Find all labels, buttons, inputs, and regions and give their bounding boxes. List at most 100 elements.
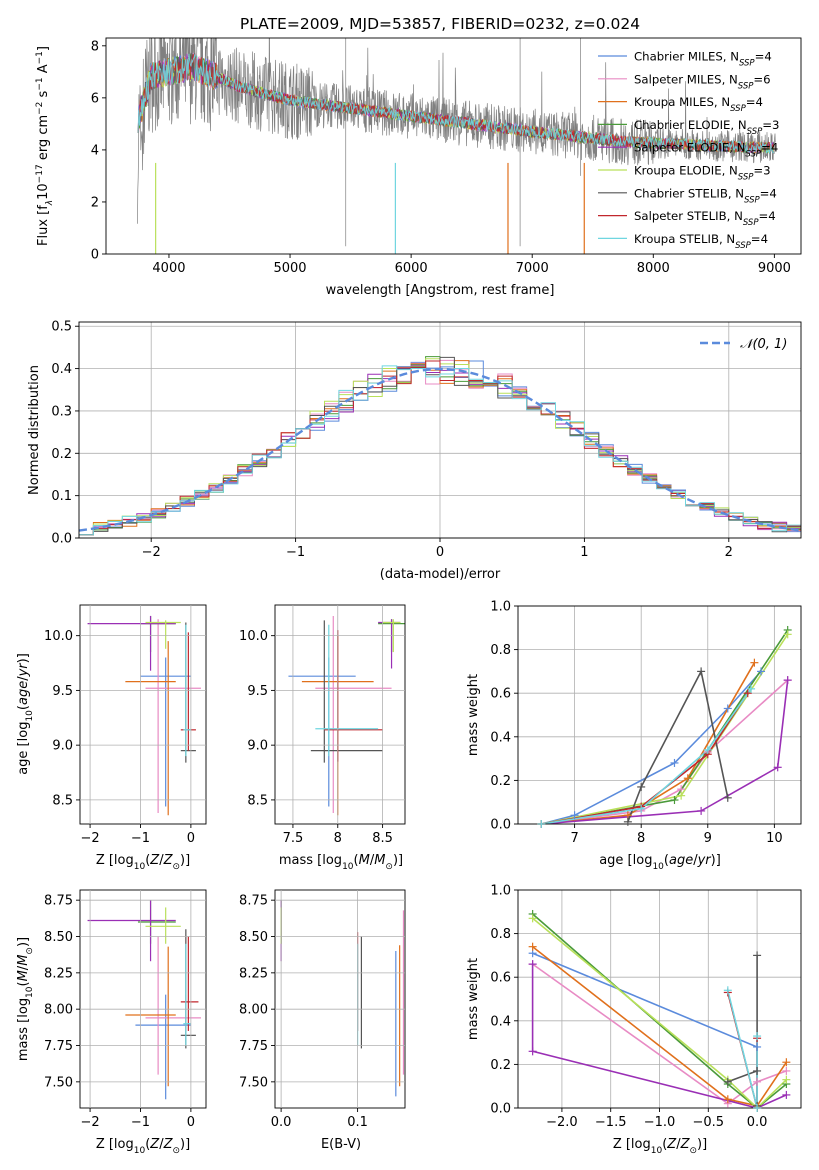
x-tick-label: −1 xyxy=(286,545,305,560)
axes-spectrum: 4000 5000 6000 7000 8000 9000 0 2 4 6 8 wavelength … xyxy=(35,37,802,298)
legend-entry: 𝒩(0, 1) xyxy=(740,337,787,352)
x-tick-label: 7.5 xyxy=(283,831,304,846)
y-tick-label: 0.3 xyxy=(51,404,72,419)
legend-entry: Chabrier STELIB, NSSP=4 xyxy=(634,186,777,205)
legend-entry: Kroupa STELIB, NSSP=4 xyxy=(634,232,768,251)
y-tick-label: 7.75 xyxy=(239,1039,268,1054)
x-tick-label: 10 xyxy=(766,831,783,846)
axes-frame xyxy=(79,889,207,1109)
x-tick-label: 8000 xyxy=(637,261,670,276)
y-tick-label: 8.50 xyxy=(239,930,268,945)
y-tick-label: 8.25 xyxy=(239,966,268,981)
x-tick-label: 6000 xyxy=(395,261,428,276)
x-axis-label: mass [log10(M/M⊙)] xyxy=(279,853,403,872)
y-tick-label: 7.50 xyxy=(239,1075,268,1090)
y-tick-label: 8.00 xyxy=(44,1003,73,1018)
plot-area xyxy=(87,900,201,1100)
legend-entry: Salpeter ELODIE, NSSP=4 xyxy=(634,141,778,160)
plot-area xyxy=(280,900,405,1097)
y-tick-label: 8.75 xyxy=(44,894,73,909)
axes-mass_vs_ebv: 0.0 0.1 7.50 7.75 8.00 8.25 8.50 8.75 E(B-V) xyxy=(239,889,406,1152)
y-tick-label: 8.5 xyxy=(247,793,268,808)
legend-entry: Kroupa ELODIE, NSSP=3 xyxy=(634,164,771,183)
x-tick-label: 1 xyxy=(580,545,588,560)
y-tick-label: 10.0 xyxy=(239,629,268,644)
y-tick-label: 9.0 xyxy=(52,739,73,754)
axes-mass_vs_z: −2 −1 0 7.50 7.75 8.00 8.25 8.50 8.75 Z [log10(Z/… xyxy=(16,889,207,1156)
y-tick-label: 0.4 xyxy=(51,362,72,377)
y-tick-label: 8.00 xyxy=(239,1003,268,1018)
y-tick-label: 2 xyxy=(91,195,99,210)
x-axis-label: (data-model)/error xyxy=(380,567,501,582)
y-tick-label: 0.4 xyxy=(490,730,511,745)
y-tick-label: 9.5 xyxy=(247,684,268,699)
y-tick-label: 0.2 xyxy=(490,774,511,789)
x-tick-label: 0 xyxy=(436,545,444,560)
weight-line xyxy=(532,946,788,1107)
weight-line xyxy=(541,662,756,824)
y-axis-label: mass [log10(M/M⊙)] xyxy=(16,937,35,1061)
x-tick-label: −2.0 xyxy=(546,1115,578,1130)
y-tick-label: 7.75 xyxy=(44,1039,73,1054)
y-axis-label: mass weight xyxy=(466,674,481,756)
x-tick-label: −2 xyxy=(80,831,99,846)
y-tick-label: 8.75 xyxy=(239,894,268,909)
axes-age_vs_mass: 7.5 8 8.5 8.5 9.0 9.5 10.0 mass [log10(M/M⊙)] xyxy=(239,604,406,872)
model-spectrum xyxy=(137,53,775,155)
plot-area xyxy=(541,629,789,824)
y-tick-label: 8 xyxy=(91,39,99,54)
axes-frame xyxy=(274,604,406,825)
y-tick-label: 0.2 xyxy=(490,1058,511,1073)
legend-entry: Kroupa MILES, NSSP=4 xyxy=(634,95,763,114)
x-tick-label: −1 xyxy=(131,831,150,846)
legend-entry: Salpeter MILES, NSSP=6 xyxy=(634,72,771,91)
y-tick-label: 0.6 xyxy=(490,971,511,986)
x-tick-label: −0.5 xyxy=(693,1115,725,1130)
axes-frame xyxy=(79,604,207,825)
y-tick-label: 7.50 xyxy=(44,1075,73,1090)
x-tick-label: 9 xyxy=(704,831,712,846)
x-tick-label: 5000 xyxy=(273,261,306,276)
y-tick-label: 9.5 xyxy=(52,684,73,699)
y-axis-label: Normed distribution xyxy=(27,365,42,495)
y-axis-label: mass weight xyxy=(466,958,481,1040)
axes-mass_weight_vs_age: 7 8 9 10 0.0 0.2 0.4 0.6 0.8 1.0 age [log10(age/yr… xyxy=(466,600,802,872)
axes-frame xyxy=(517,605,802,825)
x-tick-label: 9000 xyxy=(758,261,791,276)
plot-area xyxy=(137,38,776,254)
weight-line xyxy=(627,669,729,823)
y-tick-label: 0.0 xyxy=(490,1102,511,1117)
x-tick-label: −2 xyxy=(80,1115,99,1130)
x-tick-label: −1 xyxy=(131,1115,150,1130)
plot-area xyxy=(87,615,201,816)
y-tick-label: 8.5 xyxy=(52,793,73,808)
legend-entry: Salpeter STELIB, NSSP=4 xyxy=(634,209,776,228)
x-tick-label: 2 xyxy=(725,545,733,560)
x-axis-label: Z [log10(Z/Z⊙)] xyxy=(96,1137,190,1156)
x-tick-label: 7 xyxy=(570,831,578,846)
y-tick-label: 0.2 xyxy=(51,447,72,462)
y-tick-label: 10.0 xyxy=(44,629,73,644)
x-tick-label: 8 xyxy=(334,831,342,846)
y-tick-label: 8.50 xyxy=(44,930,73,945)
weight-line xyxy=(541,629,789,824)
x-axis-label: Z [log10(Z/Z⊙)] xyxy=(613,1137,707,1156)
weight-line xyxy=(541,680,789,824)
axes-mass_weight_vs_z: −2.0 −1.5 −1.0 −0.5 0.0 0.0 0.2 0.4 0.6 0.8 1.0 Z [… xyxy=(466,884,802,1156)
x-tick-label: −1.0 xyxy=(644,1115,676,1130)
y-tick-label: 0.0 xyxy=(51,532,72,547)
axes-age_vs_z: −2 −1 0 8.5 9.0 9.5 10.0 Z [log10(Z/Z⊙)] age [lo… xyxy=(16,604,207,872)
weight-line xyxy=(727,990,758,1108)
y-tick-label: 0.8 xyxy=(490,643,511,658)
plot-area xyxy=(288,615,405,816)
axes-residuals: −2 −1 0 1 2 0.0 0.1 0.2 0.3 0.4 0.5 𝒩(0, 1) (data-mo… xyxy=(27,320,802,582)
x-tick-label: 7000 xyxy=(516,261,549,276)
x-axis-label: E(B-V) xyxy=(321,1137,361,1152)
normal-curve xyxy=(79,367,801,532)
x-tick-label: −1.5 xyxy=(595,1115,627,1130)
x-tick-label: 0.1 xyxy=(347,1115,368,1130)
weight-line xyxy=(531,964,787,1108)
y-tick-label: 0.4 xyxy=(490,1014,511,1029)
x-tick-label: −2 xyxy=(142,545,161,560)
